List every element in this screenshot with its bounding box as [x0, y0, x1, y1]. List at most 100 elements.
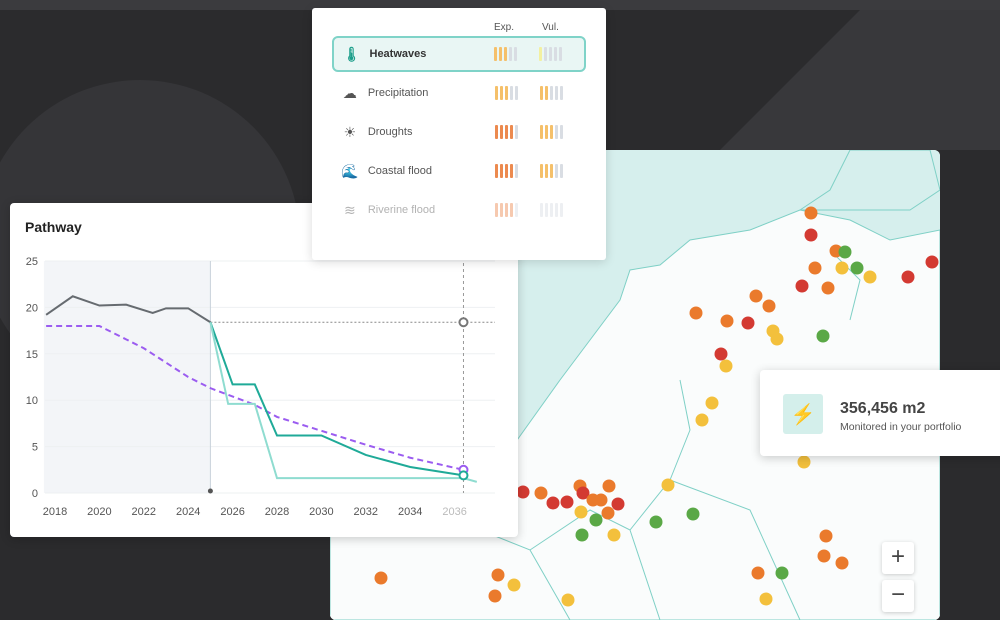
rating-bar	[494, 203, 498, 217]
stat-value: 356,456 m2	[840, 400, 926, 417]
asset-marker-orange[interactable]	[835, 556, 849, 570]
asset-marker-yellow[interactable]	[695, 413, 709, 427]
rating-bar	[559, 47, 563, 61]
portfolio-stat-card: ⚡ 356,456 m2 Monitored in your portfolio	[760, 370, 1000, 456]
rating-bar	[514, 203, 518, 217]
asset-marker-orange[interactable]	[804, 206, 818, 220]
asset-marker-orange[interactable]	[762, 299, 776, 313]
rating-bar	[549, 47, 553, 61]
asset-marker-yellow[interactable]	[574, 505, 588, 519]
asset-marker-orange[interactable]	[488, 589, 502, 603]
wave-icon: 🌊	[341, 162, 359, 179]
rating-bar	[539, 47, 543, 61]
asset-marker-orange[interactable]	[817, 549, 831, 563]
asset-marker-orange[interactable]	[601, 506, 615, 520]
rating-bar	[504, 86, 508, 100]
asset-marker-red[interactable]	[516, 485, 530, 499]
rating-bar	[555, 86, 559, 100]
asset-marker-yellow[interactable]	[507, 578, 521, 592]
y-tick-label: 25	[26, 256, 38, 268]
vulnerability-rating	[540, 203, 586, 217]
rating-bar	[560, 125, 564, 139]
zoom-out-button[interactable]: −	[882, 580, 914, 612]
asset-marker-yellow[interactable]	[835, 261, 849, 275]
asset-marker-green[interactable]	[838, 245, 852, 259]
asset-marker-red[interactable]	[714, 347, 728, 361]
rating-bar	[545, 86, 549, 100]
asset-marker-green[interactable]	[816, 329, 830, 343]
risk-label: Riverine flood	[367, 204, 436, 216]
rating-bar	[514, 47, 518, 61]
asset-marker-yellow[interactable]	[705, 396, 719, 410]
asset-marker-red[interactable]	[741, 316, 755, 330]
asset-marker-red[interactable]	[560, 495, 574, 509]
risk-item-droughts[interactable]: ☀ Droughts	[332, 114, 586, 150]
rating-bar	[509, 86, 513, 100]
asset-marker-red[interactable]	[804, 228, 818, 242]
x-tick-label: 2032	[354, 506, 378, 518]
asset-marker-orange[interactable]	[689, 306, 703, 320]
series-plan	[209, 321, 464, 477]
rating-bar	[540, 203, 544, 217]
asset-marker-yellow[interactable]	[719, 359, 733, 373]
asset-marker-green[interactable]	[686, 507, 700, 521]
rating-bar	[545, 164, 549, 178]
rating-bar	[494, 164, 498, 178]
asset-marker-orange[interactable]	[749, 289, 763, 303]
asset-marker-orange[interactable]	[808, 261, 822, 275]
asset-marker-red[interactable]	[611, 497, 625, 511]
rating-bar	[514, 164, 518, 178]
asset-marker-orange[interactable]	[819, 529, 833, 543]
asset-marker-orange[interactable]	[594, 493, 608, 507]
exposure-rating	[494, 125, 541, 139]
rating-bar	[540, 86, 544, 100]
asset-marker-yellow[interactable]	[561, 593, 575, 607]
asset-marker-green[interactable]	[589, 513, 603, 527]
risk-item-coastal-flood[interactable]: 🌊 Coastal flood	[332, 153, 586, 189]
risk-item-precipitation[interactable]: ☁ Precipitation	[332, 75, 586, 111]
asset-marker-red[interactable]	[795, 279, 809, 293]
asset-marker-orange[interactable]	[720, 314, 734, 328]
asset-marker-yellow[interactable]	[661, 478, 675, 492]
asset-marker-orange[interactable]	[374, 571, 388, 585]
asset-marker-green[interactable]	[850, 261, 864, 275]
asset-marker-yellow[interactable]	[863, 270, 877, 284]
asset-marker-yellow[interactable]	[607, 528, 621, 542]
leaf-bolt-icon: ⚡	[783, 394, 823, 434]
rating-bar	[554, 47, 558, 61]
asset-marker-yellow[interactable]	[770, 332, 784, 346]
asset-marker-red[interactable]	[925, 255, 939, 269]
exposure-rating	[494, 86, 541, 100]
x-tick-label: 2024	[176, 506, 200, 518]
risk-item-riverine-flood[interactable]: ≋ Riverine flood	[332, 192, 586, 228]
zoom-in-button[interactable]: +	[882, 542, 914, 574]
risk-label: Coastal flood	[367, 165, 433, 177]
rating-bar	[494, 125, 498, 139]
rating-bar	[560, 86, 564, 100]
asset-marker-orange[interactable]	[602, 479, 616, 493]
asset-marker-orange[interactable]	[751, 566, 765, 580]
rating-bar	[494, 47, 498, 61]
rating-bar	[560, 203, 564, 217]
risk-item-heatwaves[interactable]: 🌡 Heatwaves	[332, 36, 586, 72]
asset-marker-yellow[interactable]	[759, 592, 773, 606]
border	[798, 150, 940, 321]
asset-marker-yellow[interactable]	[797, 455, 811, 469]
asset-marker-orange[interactable]	[491, 568, 505, 582]
asset-marker-green[interactable]	[775, 566, 789, 580]
hover-point	[458, 470, 469, 481]
rating-bar	[560, 164, 564, 178]
vulnerability-rating	[540, 86, 586, 100]
x-tick-label: 2036	[442, 506, 466, 518]
thermometer-icon: 🌡	[342, 45, 361, 62]
asset-marker-orange[interactable]	[821, 281, 835, 295]
asset-marker-orange[interactable]	[534, 486, 548, 500]
rating-bar	[550, 125, 554, 139]
rating-bar	[550, 164, 554, 178]
rating-bar	[514, 86, 518, 100]
asset-marker-red[interactable]	[546, 496, 560, 510]
asset-marker-green[interactable]	[575, 528, 589, 542]
asset-marker-red[interactable]	[576, 486, 590, 500]
asset-marker-red[interactable]	[901, 270, 915, 284]
asset-marker-green[interactable]	[649, 515, 663, 529]
